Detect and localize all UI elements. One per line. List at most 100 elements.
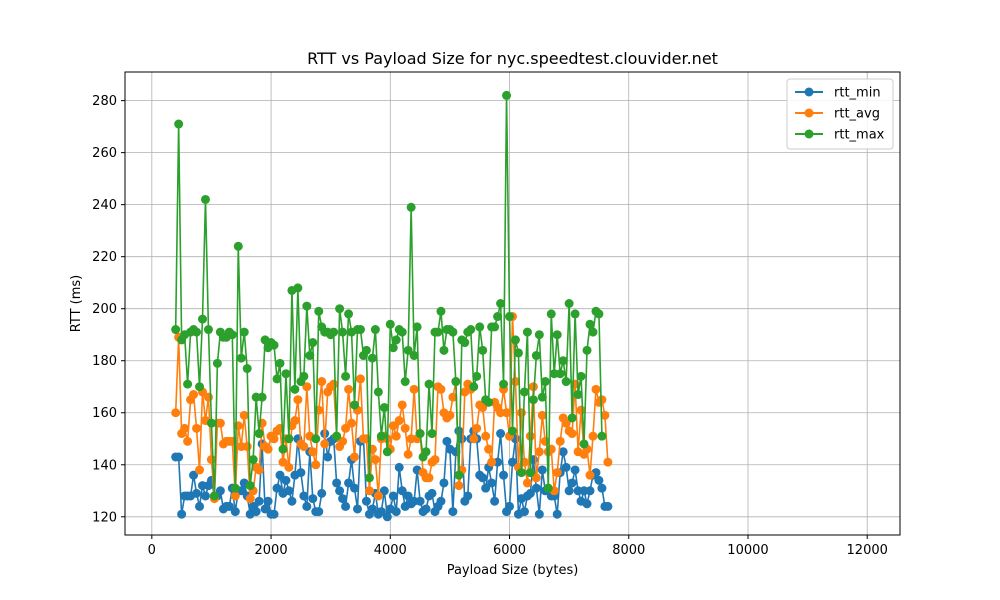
data-point-rtt-min [454,426,464,436]
data-point-rtt-avg [469,434,479,444]
data-point-rtt-max [379,403,389,413]
data-point-rtt-avg [522,478,532,488]
data-point-rtt-min [463,491,473,501]
data-point-rtt-avg [189,390,199,400]
data-point-rtt-avg [242,442,252,452]
y-tick-label: 240 [92,198,117,213]
data-point-rtt-min [499,470,509,480]
data-point-rtt-avg [373,491,383,501]
series-line-rtt-avg [174,315,609,500]
data-point-rtt-avg [424,473,434,483]
plot-frame [124,71,901,536]
data-point-rtt-avg [588,431,598,441]
data-point-rtt-max [278,444,288,454]
data-point-rtt-min [457,434,467,444]
data-point-rtt-avg [338,436,348,446]
data-point-rtt-min [296,468,306,478]
data-point-rtt-max [364,473,374,483]
data-point-rtt-max [564,299,574,308]
data-point-rtt-max [248,455,258,465]
data-point-rtt-avg [203,392,213,402]
data-point-rtt-avg [528,382,538,392]
chart-title: RTT vs Payload Size for nyc.speedtest.cl… [307,49,718,68]
data-point-rtt-max [209,491,219,501]
data-point-rtt-max [472,371,482,381]
data-point-rtt-max [236,353,246,363]
x-tick-label: 10000 [727,543,768,558]
data-point-rtt-max [519,387,529,397]
data-point-rtt-avg [347,418,357,428]
data-point-rtt-min [341,501,351,511]
data-point-rtt-avg [454,481,464,491]
data-point-rtt-min [421,504,431,514]
data-point-rtt-max [203,325,213,335]
y-axis-label: RTT (ms) [69,275,84,332]
data-point-rtt-avg [171,408,181,418]
data-point-rtt-max [329,327,339,337]
x-tick-label: 0 [148,543,156,558]
data-point-rtt-max [397,327,407,337]
data-point-rtt-max [502,90,512,100]
data-point-rtt-max [415,429,425,439]
data-point-rtt-max [230,483,240,493]
x-axis-label: Payload Size (bytes) [447,563,579,578]
y-tick-label: 160 [92,406,117,421]
data-point-rtt-min [496,429,506,439]
data-point-rtt-max [332,431,342,441]
data-point-rtt-avg [195,465,205,475]
data-point-rtt-avg [448,392,458,402]
data-point-rtt-min [269,509,279,519]
x-tick-label: 2000 [255,543,288,558]
data-point-rtt-avg [430,455,440,465]
data-point-rtt-max [466,325,476,335]
data-point-rtt-max [412,322,422,332]
data-point-rtt-avg [320,439,330,449]
data-point-rtt-avg [516,408,526,418]
data-point-rtt-avg [534,447,544,457]
data-point-rtt-max [460,338,470,348]
data-point-rtt-avg [585,470,595,480]
data-point-rtt-max [528,395,538,405]
data-point-rtt-min [230,507,240,517]
data-point-rtt-max [341,371,351,381]
data-point-rtt-max [570,309,580,319]
data-point-rtt-avg [472,423,482,433]
y-tick-label: 200 [92,302,117,317]
data-point-rtt-min [442,436,452,446]
series-rtt-avg [171,312,613,504]
data-point-rtt-avg [510,377,520,387]
data-point-rtt-min [508,457,517,467]
data-point-rtt-avg [302,382,312,392]
legend-item: rtt_min [795,86,881,101]
data-point-rtt-max [388,343,398,353]
data-point-rtt-max [558,356,568,366]
data-point-rtt-min [367,504,377,514]
data-point-rtt-min [388,491,398,501]
data-point-rtt-max [174,119,184,129]
x-tick-label: 8000 [612,543,645,558]
data-point-rtt-max [299,371,309,381]
legend-box [786,78,894,150]
data-point-rtt-min [397,486,407,496]
data-point-rtt-max [206,418,216,428]
data-point-rtt-max [183,379,193,389]
data-point-rtt-max [499,379,509,389]
data-point-rtt-min [481,483,491,493]
data-point-rtt-max [454,470,464,480]
data-point-rtt-min [603,501,613,511]
data-point-rtt-min [391,507,401,517]
data-point-rtt-min [284,486,294,496]
data-point-rtt-max [403,345,413,355]
data-point-rtt-avg [403,449,413,459]
data-point-rtt-avg [183,436,193,446]
data-point-rtt-max [516,468,526,478]
data-point-rtt-max [242,364,252,374]
data-point-rtt-max [448,327,458,337]
data-point-rtt-avg [215,418,225,428]
data-point-rtt-min [439,478,449,488]
data-point-rtt-avg [600,410,610,420]
data-point-rtt-max [257,392,267,402]
data-point-rtt-min [344,478,354,488]
data-point-rtt-min [200,491,210,501]
data-point-rtt-max [475,322,485,332]
